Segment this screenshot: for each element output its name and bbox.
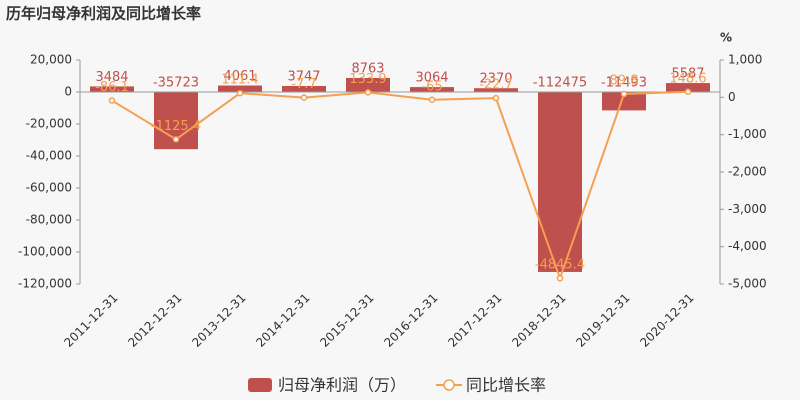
bar	[218, 85, 262, 92]
bar-label: 3484	[95, 70, 128, 85]
bar-label: 3747	[287, 70, 320, 85]
line-point	[236, 89, 244, 97]
bar-label: 8763	[351, 61, 384, 76]
bar	[346, 77, 390, 92]
bar	[666, 83, 710, 92]
y-tick-label: -100,000	[18, 245, 72, 259]
line-label: -7.7	[291, 77, 316, 92]
legend-label: 归母净利润（万）	[278, 376, 406, 395]
line-label: -22.7	[479, 78, 513, 93]
bar	[474, 88, 518, 92]
y-tick-label: 0	[64, 85, 72, 99]
y2-tick-label: 0	[728, 90, 736, 104]
bar-label: 3064	[415, 71, 448, 86]
line-point	[684, 88, 692, 96]
chart-title: 历年归母净利润及同比增长率	[6, 5, 201, 23]
line-label: -65	[421, 79, 442, 94]
bar-label: 5587	[671, 67, 704, 82]
line-label: 148.6	[669, 71, 706, 86]
x-tick-label: 2019-12-31	[573, 291, 632, 350]
y-tick-label: -120,000	[18, 277, 72, 291]
line-label: 89.8	[610, 73, 639, 88]
line-point	[172, 136, 180, 143]
x-tick-label: 2013-12-31	[189, 291, 248, 350]
y-tick-label: -80,000	[26, 213, 72, 227]
bar	[538, 92, 582, 272]
line-point	[620, 90, 628, 98]
line-point	[108, 97, 116, 104]
y-tick-label: 20,000	[30, 53, 72, 67]
x-tick-label: 2015-12-31	[317, 291, 376, 350]
bar-label: 4061	[223, 69, 256, 84]
bar	[602, 92, 646, 111]
line-point	[492, 94, 500, 102]
line	[111, 90, 689, 282]
legend-swatch	[248, 378, 272, 392]
x-tick-label: 2016-12-31	[381, 291, 440, 350]
y-tick-label: -20,000	[26, 117, 72, 131]
x-tick-label: 2014-12-31	[253, 291, 312, 350]
legend-label: 同比增长率	[466, 376, 546, 395]
bar	[282, 86, 326, 92]
x-tick-label: 2012-12-31	[125, 291, 184, 350]
bar-label: -112475	[533, 76, 587, 91]
line-point	[556, 274, 564, 282]
y2-tick-label: -5,000	[728, 277, 767, 291]
x-tick-label: 2020-12-31	[637, 291, 696, 350]
bar	[410, 87, 454, 92]
line-point	[300, 94, 308, 101]
line-label: 111.4	[221, 73, 258, 88]
y2-tick-label: -3,000	[728, 202, 767, 216]
y-tick-label: -40,000	[26, 149, 72, 163]
line-point	[428, 96, 436, 104]
bar	[90, 86, 134, 92]
bar-label: -35723	[153, 76, 199, 91]
y2-tick-label: -2,000	[728, 165, 767, 179]
y2-unit: %	[720, 31, 732, 45]
x-tick-label: 2011-12-31	[61, 291, 120, 350]
y2-tick-label: -1,000	[728, 127, 767, 141]
x-tick-label: 2017-12-31	[445, 291, 504, 350]
y-tick-label: -60,000	[26, 181, 72, 195]
line-label: 133.9	[349, 72, 386, 87]
bar-label: 2370	[479, 72, 512, 87]
line-label: -1125.4	[151, 119, 201, 134]
y2-tick-label: -4,000	[728, 239, 767, 253]
line-label: -86.1	[95, 80, 129, 95]
legend-swatch-point	[443, 379, 455, 391]
y2-tick-label: 1,000	[728, 53, 762, 67]
line-point	[364, 89, 372, 96]
x-tick-label: 2018-12-31	[509, 291, 568, 350]
line-label: -4845.4	[535, 258, 585, 273]
bar-label: -11493	[601, 76, 647, 91]
